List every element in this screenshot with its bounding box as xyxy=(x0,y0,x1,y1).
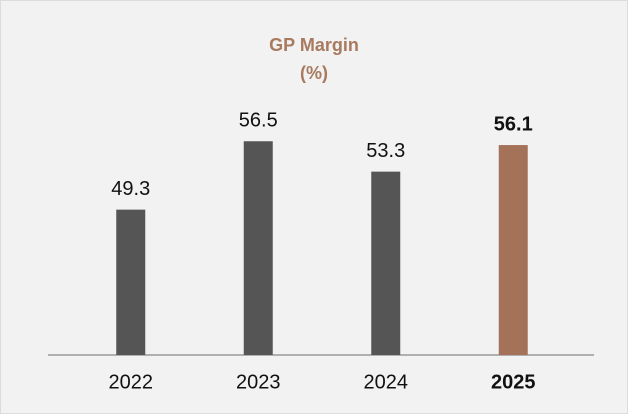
chart-title: GP Margin xyxy=(269,35,359,55)
value-label: 53.3 xyxy=(366,140,405,162)
x-tick-label: 2022 xyxy=(109,371,154,393)
x-tick-label: 2024 xyxy=(364,371,409,393)
x-tick-label: 2025 xyxy=(491,371,536,393)
bar xyxy=(498,145,528,355)
bar xyxy=(116,209,146,355)
value-label: 49.3 xyxy=(111,178,150,200)
value-label: 56.1 xyxy=(494,113,533,135)
value-label: 56.5 xyxy=(239,110,278,132)
chart-subtitle: (%) xyxy=(300,63,328,83)
bar xyxy=(371,171,401,355)
x-tick-label: 2023 xyxy=(236,371,281,393)
bar xyxy=(243,141,273,355)
